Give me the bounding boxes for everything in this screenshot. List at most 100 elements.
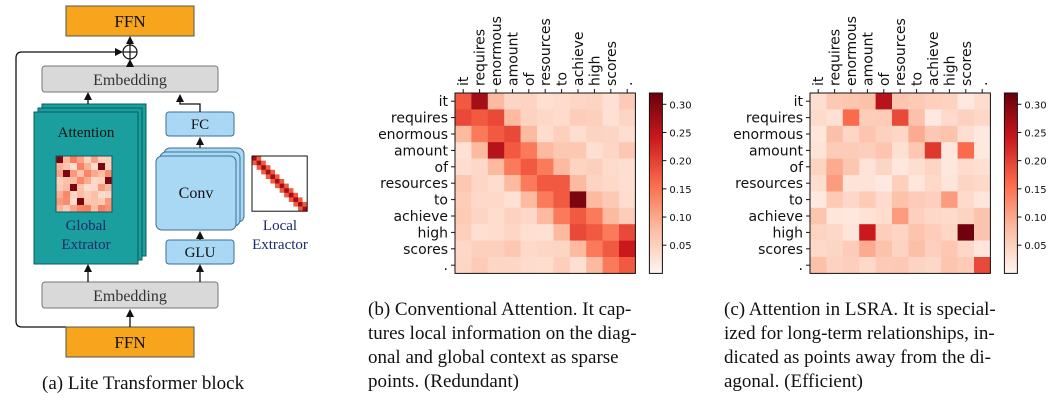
local-thumb-cell xyxy=(265,169,271,175)
local-thumb-cell xyxy=(293,192,299,198)
local-thumb-cell xyxy=(261,188,266,193)
heatmap-c-cell xyxy=(908,240,926,258)
heatmap-c-cell xyxy=(908,125,926,143)
heatmap-c-cell xyxy=(924,240,942,258)
local-thumb-cell xyxy=(265,183,271,189)
heatmap-c-cell xyxy=(941,158,958,176)
local-thumb-cell xyxy=(256,192,262,198)
local-thumb-cell xyxy=(288,206,294,212)
heatmap-c-cell xyxy=(842,142,860,159)
heatmap-b-cell xyxy=(504,125,521,143)
heatmap-b-cell xyxy=(471,142,489,159)
local-thumb-cell xyxy=(275,188,280,193)
heatmap-c-row-label: resources xyxy=(735,176,803,192)
heatmap-c-cell xyxy=(875,93,893,110)
heatmap-b-cell xyxy=(553,257,571,274)
heatmap-b-cell xyxy=(553,191,571,209)
local-attention-thumbnail xyxy=(251,155,308,212)
heatmap-c-colorbar-tick-label: 0.15 xyxy=(1024,185,1046,196)
local-thumb-cell xyxy=(256,165,262,170)
global-thumb-cell xyxy=(91,205,99,213)
global-thumb-cell xyxy=(70,184,78,192)
heatmap-c-cell xyxy=(908,191,926,209)
heatmap-b-cell xyxy=(487,240,505,258)
local-thumb-cell xyxy=(270,169,276,175)
heatmap-b-cell xyxy=(619,158,636,176)
caption-c: (c) Attention in LSRA. It is special- iz… xyxy=(724,299,996,392)
heatmap-c-cell xyxy=(810,224,827,241)
local-thumb-cell xyxy=(284,192,289,198)
global-thumb-cell xyxy=(56,170,64,178)
heatmap-c-cell xyxy=(908,142,926,159)
local-thumb-cell xyxy=(302,156,308,161)
heatmap-b-cell xyxy=(520,175,538,192)
local-thumb-cell xyxy=(252,169,257,175)
global-thumb-cell xyxy=(77,156,85,164)
heatmap-b-cell xyxy=(455,175,472,192)
heatmap-c-cell xyxy=(810,158,827,176)
heatmap-b-cell xyxy=(520,125,538,143)
heatmap-c-cell xyxy=(859,175,876,192)
heatmap-b-cell xyxy=(569,142,587,159)
heatmap-b-cell xyxy=(619,191,636,209)
heatmap-c-cell xyxy=(875,224,893,241)
local-thumb-cell xyxy=(302,206,308,212)
local-thumb-cell xyxy=(265,165,271,170)
heatmap-b-col-label: it xyxy=(456,76,472,86)
global-thumb-cell xyxy=(84,191,92,199)
local-thumb-cell xyxy=(288,165,294,170)
heatmap-b-cell xyxy=(455,207,472,225)
heatmap-c-row-label: enormous xyxy=(733,127,803,143)
local-thumb-cell xyxy=(261,202,266,207)
heatmap-c-cell xyxy=(974,93,991,110)
heatmap-c-cell xyxy=(957,207,975,225)
heatmap-c-cell xyxy=(859,142,876,159)
local-thumb-cell xyxy=(302,202,308,207)
heatmap-b-cell xyxy=(504,224,521,241)
heatmap-b-cell xyxy=(487,125,505,143)
global-thumb-cell xyxy=(98,170,106,178)
local-thumb-cell xyxy=(256,174,262,180)
heatmap-b-cell xyxy=(504,191,521,209)
heatmap-b-cell xyxy=(504,93,521,110)
local-thumb-cell xyxy=(252,156,257,161)
heatmap-b-row-label: scores xyxy=(403,242,448,258)
local-thumb-cell xyxy=(279,188,285,193)
heatmap-c-cell xyxy=(974,240,991,258)
local-thumb-cell xyxy=(284,202,289,207)
local-thumb-cell xyxy=(252,165,257,170)
heatmap-c-cell xyxy=(892,257,909,274)
local-thumb-cell xyxy=(293,197,299,203)
heatmap-c-cell xyxy=(924,93,942,110)
heatmap-c-cell xyxy=(924,109,942,127)
heatmap-b-cell xyxy=(569,158,587,176)
global-thumb-cell xyxy=(84,170,92,178)
heatmap-b-cell xyxy=(504,175,521,192)
heatmap-b-cell xyxy=(471,93,489,110)
heatmap-c-cell xyxy=(892,207,909,225)
global-thumb-cell xyxy=(63,163,71,171)
local-thumb-cell xyxy=(284,165,289,170)
heatmap-b-cell xyxy=(471,125,489,143)
global-thumb-cell xyxy=(56,198,64,206)
global-thumb-cell xyxy=(105,205,113,213)
global-thumb-cell xyxy=(91,163,99,171)
heatmap-c-cell xyxy=(826,240,844,258)
heatmap-c-cell xyxy=(957,175,975,192)
heatmap-b-cell xyxy=(471,109,489,127)
local-thumb-cell xyxy=(279,174,285,180)
heatmap-c-row-label: scores xyxy=(758,242,803,258)
heatmap-b-cell xyxy=(471,240,489,258)
local-thumb-cell xyxy=(265,156,271,161)
heatmap-c-cell xyxy=(826,158,844,176)
heatmap-b-cell xyxy=(553,125,571,143)
local-thumb-cell xyxy=(270,160,276,166)
heatmap-c-cell xyxy=(924,158,942,176)
local-thumb-cell xyxy=(252,197,257,203)
heatmap-b-cell xyxy=(602,224,620,241)
heatmap-b-cell xyxy=(504,207,521,225)
heatmap-c-col-label: amount xyxy=(860,31,876,86)
global-thumb-cell xyxy=(56,177,64,185)
heatmap-b-cell xyxy=(586,175,603,192)
heatmap-b-cell xyxy=(520,93,538,110)
